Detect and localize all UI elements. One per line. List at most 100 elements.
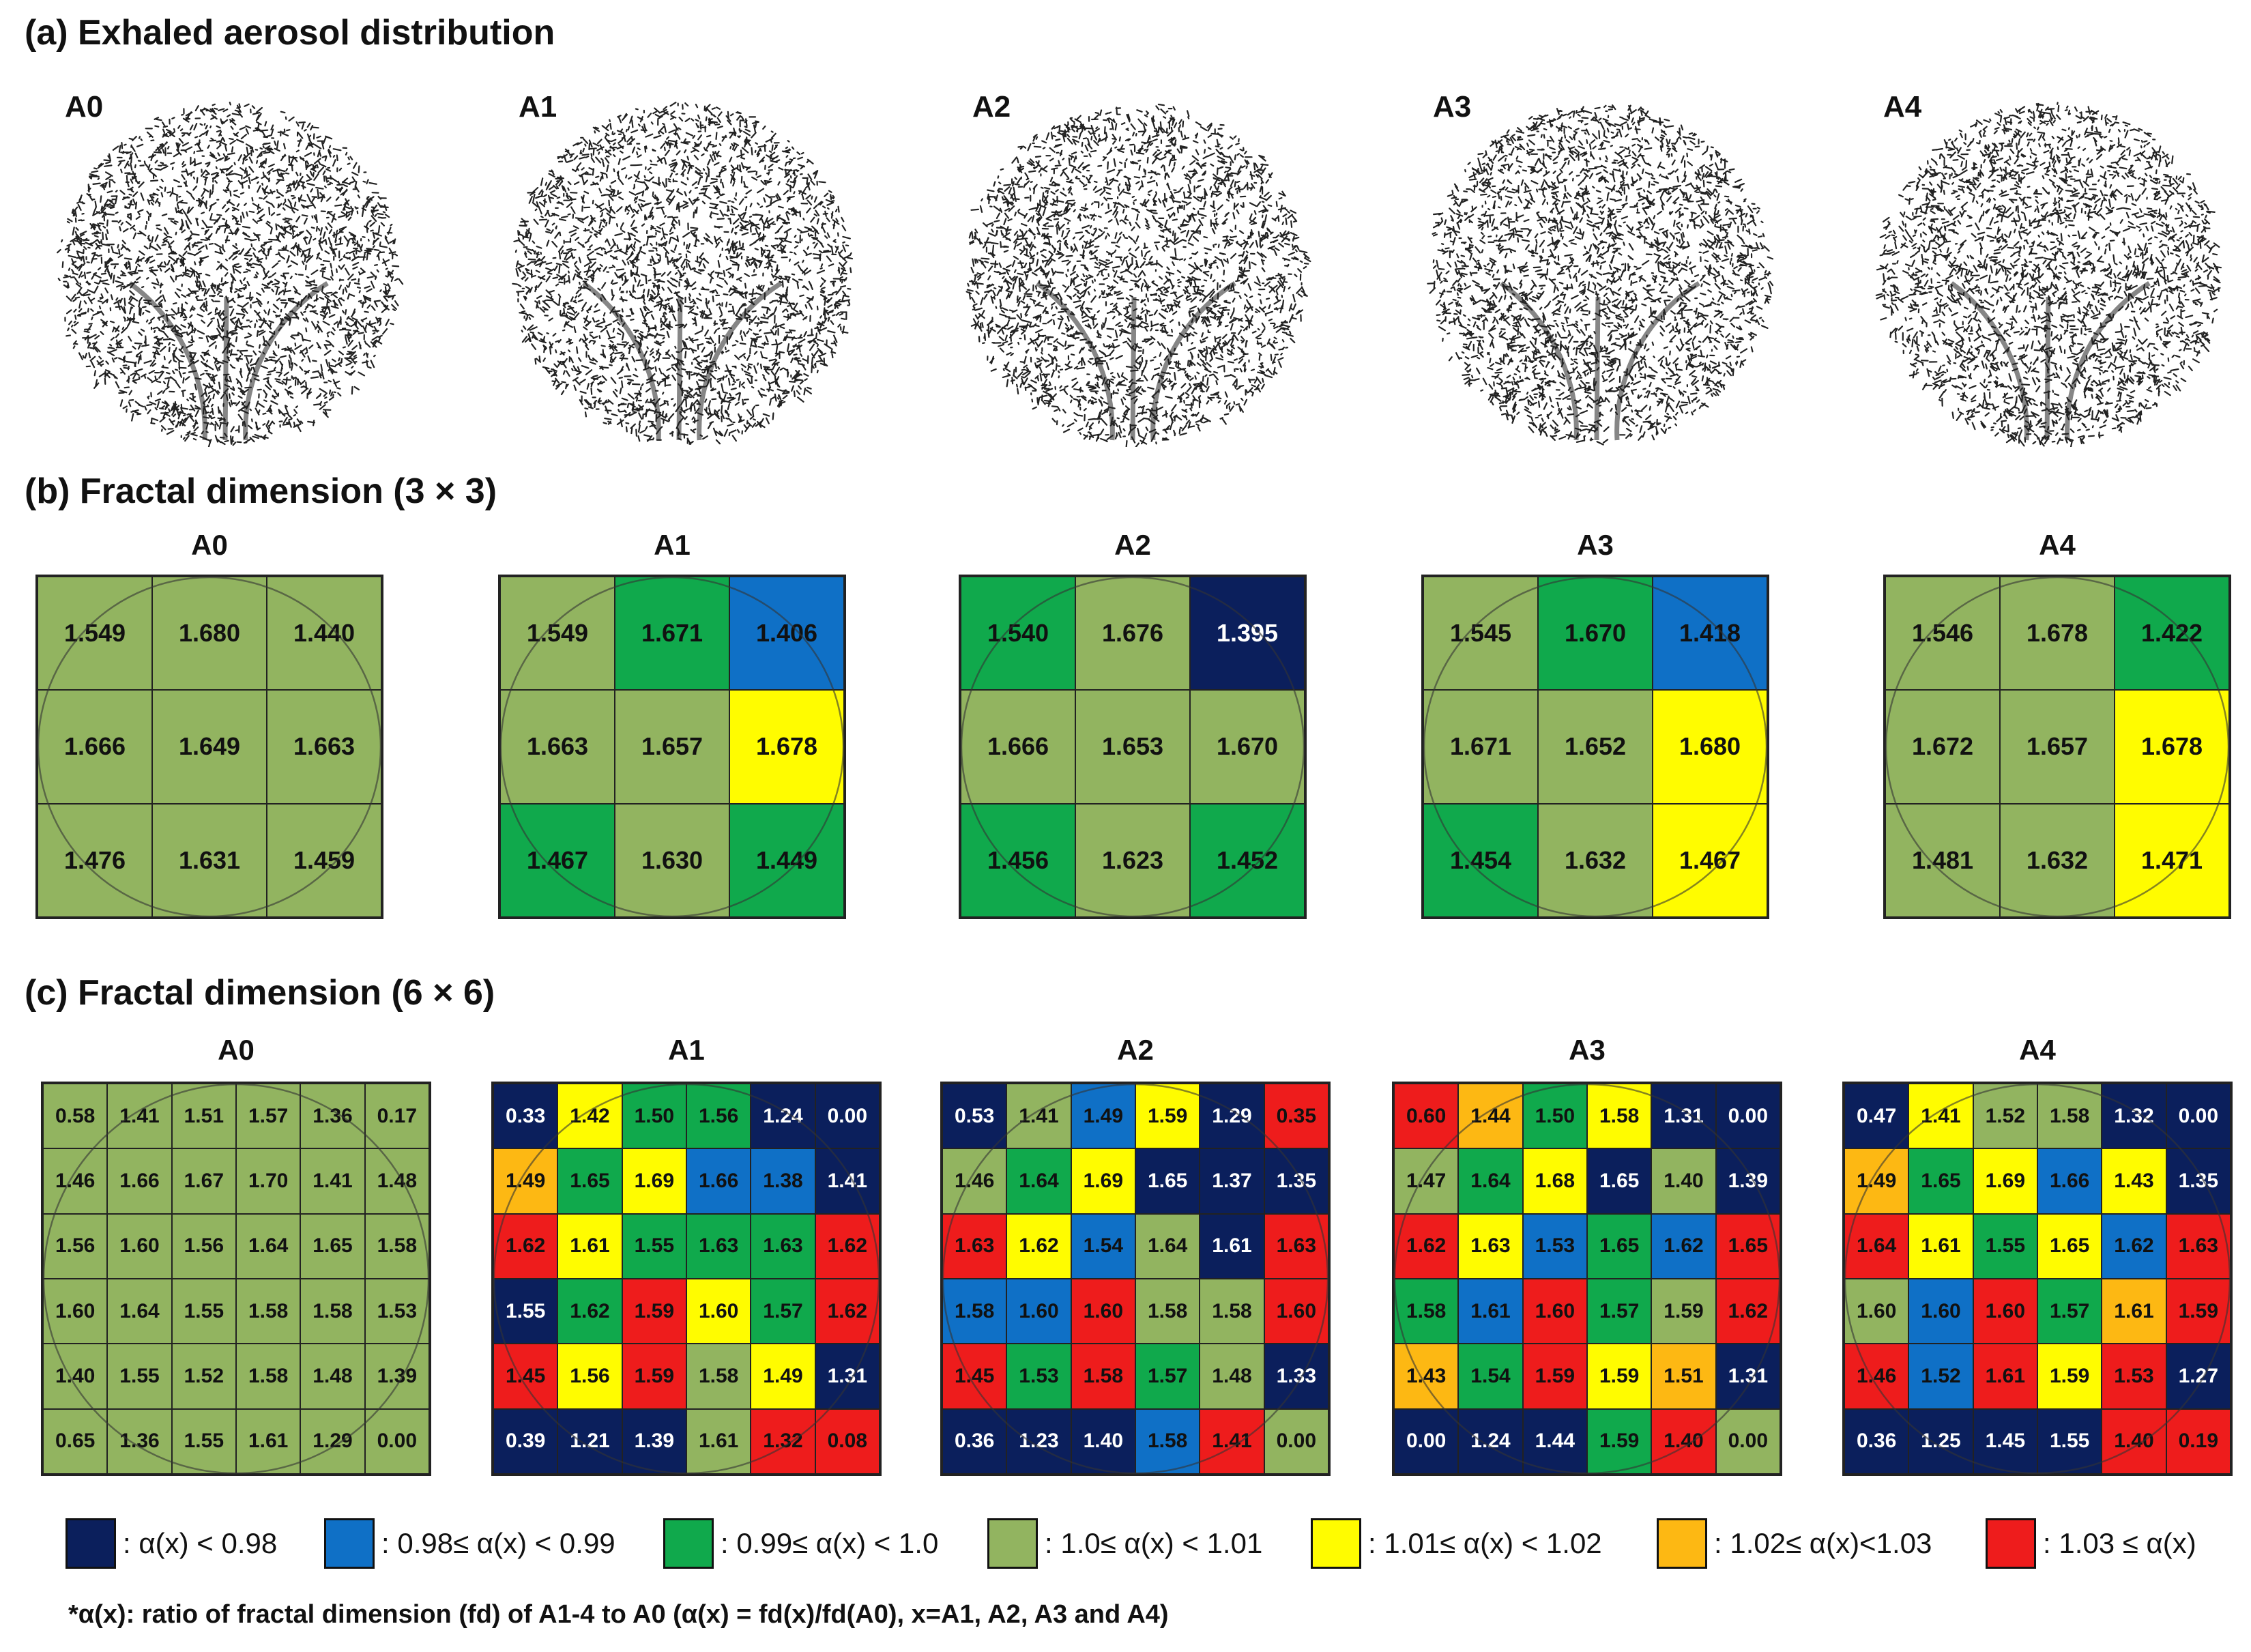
grid-cell: 1.36: [300, 1084, 365, 1149]
grid-cell: 1.63: [1458, 1213, 1523, 1279]
legend-swatch: [1657, 1518, 1707, 1569]
grid-cell: 1.32: [2102, 1084, 2166, 1149]
grid-cell: 1.657: [615, 690, 729, 804]
fractal-grid-a1: 1.549 1.671 1.406 1.663 1.657 1.678 1.467 1.630…: [498, 575, 846, 919]
grid-cell: 1.58: [1200, 1279, 1264, 1344]
grid-cell: 1.58: [1135, 1279, 1200, 1344]
grid-cell: 1.58: [1135, 1408, 1200, 1474]
grid-cell: 1.64: [107, 1279, 172, 1344]
grid-cell: 1.60: [1264, 1279, 1328, 1344]
grid-cell: 0.58: [43, 1084, 108, 1149]
aerosol-label-a1: A1: [519, 90, 557, 124]
grid-cell: 1.672: [1885, 690, 2000, 804]
grid-cell: 1.65: [1135, 1148, 1200, 1214]
grid-cell: 1.56: [43, 1213, 108, 1279]
aerosol-image-a2: [965, 103, 1311, 447]
grid-cell: 1.481: [1885, 803, 2000, 917]
grid-cell: 1.42: [557, 1084, 622, 1149]
fractal-grid-a4: 0.47 1.41 1.52 1.58 1.32 0.00 1.49 1.65 1.69 1.66…: [1842, 1082, 2233, 1476]
legend-swatch: [324, 1518, 375, 1569]
grid-cell: 1.56: [686, 1084, 751, 1149]
grid-cell: 1.41: [1006, 1084, 1071, 1149]
grid-cell: 1.41: [300, 1148, 365, 1214]
grid-cell: 1.632: [1538, 803, 1653, 917]
grid-cell: 1.62: [1715, 1279, 1780, 1344]
grid-cell: 1.48: [300, 1344, 365, 1409]
grid-cell: 1.63: [1264, 1213, 1328, 1279]
panel-label-a1: A1: [654, 529, 691, 561]
grid-cell: 1.666: [961, 690, 1075, 804]
grid-cell: 1.61: [1458, 1279, 1523, 1344]
grid-cell: 1.61: [236, 1408, 301, 1474]
footnote-text: *α(x): ratio of fractal dimension (fd) o…: [68, 1600, 1169, 1629]
fractal-grid-a1: 0.33 1.42 1.50 1.56 1.24 0.00 1.49 1.65 1.69 1.66…: [491, 1082, 882, 1476]
fractal-grid-a2: 0.53 1.41 1.49 1.59 1.29 0.35 1.46 1.64 1.69 1.65…: [940, 1082, 1331, 1476]
panel-label-a3: A3: [1569, 1034, 1606, 1066]
grid-cell: 1.666: [38, 690, 152, 804]
grid-cell: 1.58: [364, 1213, 429, 1279]
grid-cell: 0.36: [942, 1408, 1007, 1474]
grid-cell: 1.49: [1844, 1148, 1909, 1214]
grid-cell: 1.68: [1522, 1148, 1587, 1214]
panel-label-a1: A1: [668, 1034, 705, 1066]
grid-cell: 1.61: [1200, 1213, 1264, 1279]
grid-cell: 1.31: [815, 1344, 880, 1409]
grid-cell: 1.67: [171, 1148, 236, 1214]
grid-cell: 1.58: [236, 1279, 301, 1344]
aerosol-label-a2: A2: [972, 90, 1011, 124]
grid-cell: 1.58: [1071, 1344, 1135, 1409]
grid-cell: 1.56: [171, 1213, 236, 1279]
grid-cell: 1.23: [1006, 1408, 1071, 1474]
grid-cell: 1.51: [1651, 1344, 1716, 1409]
grid-cell: 1.62: [2102, 1213, 2166, 1279]
grid-cell: 1.671: [1423, 690, 1538, 804]
grid-cell: 1.440: [267, 577, 381, 691]
grid-cell: 1.63: [686, 1213, 751, 1279]
grid-cell: 1.65: [1715, 1213, 1780, 1279]
grid-cell: 1.58: [686, 1344, 751, 1409]
aerosol-image-a3: [1427, 104, 1774, 446]
grid-cell: 1.630: [615, 803, 729, 917]
grid-cell: 1.45: [1973, 1408, 2037, 1474]
grid-cell: 1.467: [1653, 803, 1767, 917]
grid-cell: 1.53: [1006, 1344, 1071, 1409]
aerosol-speckle: [965, 103, 1311, 447]
panel-label-a2: A2: [1114, 529, 1151, 561]
grid-cell: 1.59: [1587, 1344, 1652, 1409]
grid-cell: 1.40: [43, 1344, 108, 1409]
legend-item: : 1.01≤ α(x) < 1.02: [1311, 1518, 1602, 1569]
grid-cell: 1.631: [152, 803, 267, 917]
grid-cell: 1.406: [729, 577, 844, 691]
grid-cell: 1.60: [107, 1213, 172, 1279]
grid-cell: 1.59: [1135, 1084, 1200, 1149]
grid-cell: 1.66: [686, 1148, 751, 1214]
panel-label-a0: A0: [218, 1034, 255, 1066]
grid-cell: 1.58: [236, 1344, 301, 1409]
grid-cell: 1.35: [1264, 1148, 1328, 1214]
grid-cell: 0.17: [364, 1084, 429, 1149]
grid-cell: 0.65: [43, 1408, 108, 1474]
grid-cell: 0.53: [942, 1084, 1007, 1149]
grid-cell: 1.61: [1973, 1344, 2037, 1409]
grid-cell: 1.64: [1006, 1148, 1071, 1214]
grid-cell: 1.678: [2000, 577, 2115, 691]
grid-cell: 1.41: [815, 1148, 880, 1214]
grid-cell: 1.476: [38, 803, 152, 917]
grid-cell: 1.59: [1522, 1344, 1587, 1409]
grid-cell: 1.31: [1715, 1344, 1780, 1409]
section-a-title: (a) Exhaled aerosol distribution: [25, 13, 555, 53]
grid-cell: 1.60: [43, 1279, 108, 1344]
grid-cell: 1.52: [171, 1344, 236, 1409]
legend-item: : 1.0≤ α(x) < 1.01: [987, 1518, 1262, 1569]
grid-cell: 0.33: [493, 1084, 558, 1149]
grid-cell: 1.61: [686, 1408, 751, 1474]
legend-label: : 1.01≤ α(x) < 1.02: [1368, 1527, 1602, 1559]
grid-cell: 1.39: [364, 1344, 429, 1409]
grid-cell: 1.51: [171, 1084, 236, 1149]
grid-cell: 1.64: [1458, 1148, 1523, 1214]
grid-cell: 1.62: [557, 1279, 622, 1344]
grid-cell: 1.69: [622, 1148, 686, 1214]
grid-cell: 1.540: [961, 577, 1075, 691]
grid-cell: 1.65: [2037, 1213, 2102, 1279]
grid-cell: 1.670: [1538, 577, 1653, 691]
